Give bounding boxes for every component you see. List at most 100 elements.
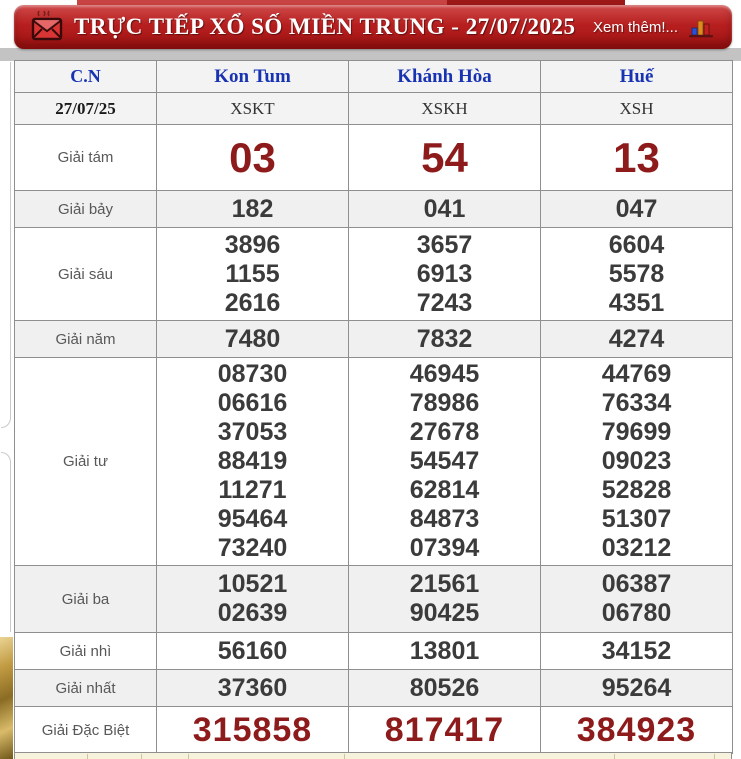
- prize-number: 3657: [416, 230, 473, 259]
- prize-numbers-cell: 3657 6913 7243: [348, 227, 541, 321]
- prize-number: 4351: [608, 288, 665, 317]
- prize-row: Giải ba 10521 02639 21561 90425 06387 06780: [14, 565, 733, 633]
- prize-numbers-cell: 4274: [540, 320, 733, 358]
- prize-number: 27678: [409, 418, 480, 446]
- see-more-link[interactable]: Xem thêm!...: [592, 18, 678, 36]
- prize-numbers-cell: 95264: [540, 669, 733, 707]
- prize-number: 041: [423, 194, 466, 223]
- prize-number: 84873: [409, 505, 480, 533]
- prize-numbers-cell: 10521 02639: [156, 565, 349, 633]
- prize-numbers-cell: 13: [540, 124, 733, 191]
- prize-number: 95464: [217, 505, 288, 533]
- prize-number: 06387: [601, 570, 672, 598]
- prize-number: 5578: [608, 259, 665, 288]
- prize-numbers-cell: 80526: [348, 669, 541, 707]
- cell-divider: [188, 754, 189, 759]
- prize-number: 56160: [217, 636, 288, 665]
- envelope-new-mail-icon: [30, 10, 64, 44]
- prize-row: Giải tư 08730 06616 37053 88419 11271 95464 732…: [14, 357, 733, 566]
- prize-numbers-cell: 44769 76334 79699 09023 52828 51307 03212: [540, 357, 733, 566]
- prize-number: 6913: [416, 259, 473, 288]
- cell-divider: [141, 754, 142, 759]
- top-edge-strip-dark: [447, 0, 625, 9]
- prize-numbers-cell: 46945 78986 27678 54547 62814 84873 07394: [348, 357, 541, 566]
- prize-numbers-cell: 7480: [156, 320, 349, 358]
- bar-chart-icon[interactable]: [688, 16, 714, 38]
- prize-row: Giải Đặc Biệt 315858 817417 384923: [14, 706, 733, 754]
- province-column-header[interactable]: Kon Tum: [156, 60, 349, 93]
- page-edge-decoration: [1, 62, 11, 428]
- prize-number: 384923: [576, 710, 697, 749]
- prize-label: Giải sáu: [14, 227, 157, 321]
- prize-numbers-cell: 817417: [348, 706, 541, 754]
- prize-row: Giải nhất 37360 80526 95264: [14, 669, 733, 707]
- prize-number: 90425: [409, 599, 480, 627]
- prize-numbers-cell: 7832: [348, 320, 541, 358]
- province-column-header[interactable]: Huế: [540, 60, 733, 93]
- next-table-cutoff-row: [14, 752, 732, 759]
- prize-label: Giải tư: [14, 357, 157, 566]
- prize-number: 182: [231, 194, 274, 223]
- prize-numbers-cell: 21561 90425: [348, 565, 541, 633]
- prize-number: 09023: [601, 447, 672, 475]
- prize-number: 6604: [608, 230, 665, 259]
- page-edge-decoration: [1, 452, 11, 632]
- prize-numbers-cell: 34152: [540, 632, 733, 670]
- cell-divider: [87, 754, 88, 759]
- draw-date-cell: 27/07/25: [14, 92, 157, 125]
- station-code-cell: XSH: [540, 92, 733, 125]
- prize-number: 4274: [608, 324, 665, 353]
- prize-number: 44769: [601, 360, 672, 388]
- prize-row: Giải tám 03 54 13: [14, 124, 733, 191]
- prize-number: 817417: [384, 710, 505, 749]
- prize-number: 95264: [601, 673, 672, 702]
- prize-numbers-cell: 54: [348, 124, 541, 191]
- prize-number: 34152: [601, 636, 672, 665]
- prize-number: 37053: [217, 418, 288, 446]
- prize-number: 76334: [601, 389, 672, 417]
- cell-divider: [344, 754, 345, 759]
- prize-number: 13801: [409, 636, 480, 665]
- prize-row: Giải sáu 3896 1155 2616 3657 6913 7243 6604 5578…: [14, 227, 733, 321]
- prize-row: Giải năm 7480 7832 4274: [14, 320, 733, 358]
- prize-numbers-cell: 6604 5578 4351: [540, 227, 733, 321]
- prize-number: 07394: [409, 534, 480, 562]
- prize-number: 2616: [224, 288, 281, 317]
- prize-numbers-cell: 56160: [156, 632, 349, 670]
- prize-numbers-cell: 03: [156, 124, 349, 191]
- prize-number: 88419: [217, 447, 288, 475]
- station-code-cell: XSKT: [156, 92, 349, 125]
- day-column-header: C.N: [14, 60, 157, 93]
- prize-number: 78986: [409, 389, 480, 417]
- prize-number: 03: [229, 134, 276, 181]
- station-code-row: 27/07/25 XSKT XSKH XSH: [14, 92, 733, 125]
- prize-number: 37360: [217, 673, 288, 702]
- prize-numbers-cell: 315858: [156, 706, 349, 754]
- prize-label: Giải Đặc Biệt: [14, 706, 157, 754]
- province-column-header[interactable]: Khánh Hòa: [348, 60, 541, 93]
- prize-number: 08730: [217, 360, 288, 388]
- prize-number: 315858: [192, 710, 313, 749]
- prize-numbers-cell: 384923: [540, 706, 733, 754]
- prize-number: 80526: [409, 673, 480, 702]
- prize-number: 46945: [409, 360, 480, 388]
- prize-number: 10521: [217, 570, 288, 598]
- prize-number: 11271: [218, 476, 287, 504]
- prize-label: Giải nhì: [14, 632, 157, 670]
- prize-numbers-cell: 13801: [348, 632, 541, 670]
- page-title: TRỰC TIẾP XỔ SỐ MIỀN TRUNG - 27/07/2025: [74, 14, 576, 39]
- prize-numbers-cell: 3896 1155 2616: [156, 227, 349, 321]
- prize-numbers-cell: 047: [540, 190, 733, 228]
- prize-label: Giải năm: [14, 320, 157, 358]
- prize-number: 13: [613, 134, 660, 181]
- results-banner[interactable]: TRỰC TIẾP XỔ SỐ MIỀN TRUNG - 27/07/2025 …: [14, 5, 732, 49]
- top-edge-strip: [77, 0, 625, 9]
- prize-number: 06780: [601, 599, 672, 627]
- prize-row: Giải nhì 56160 13801 34152: [14, 632, 733, 670]
- prize-number: 03212: [601, 534, 672, 562]
- station-code-cell: XSKH: [348, 92, 541, 125]
- prize-number: 02639: [217, 599, 288, 627]
- prize-label: Giải nhất: [14, 669, 157, 707]
- prize-numbers-cell: 37360: [156, 669, 349, 707]
